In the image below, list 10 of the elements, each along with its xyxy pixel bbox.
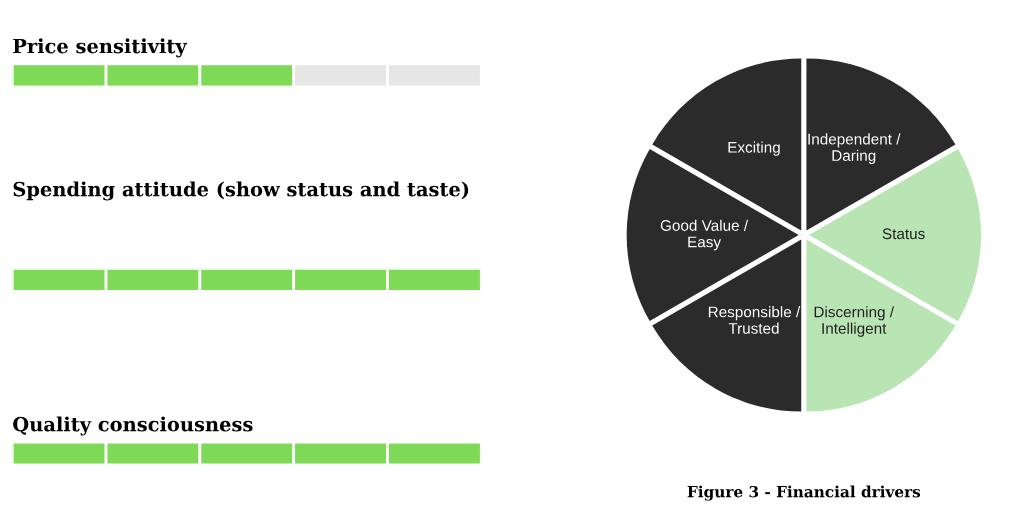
chart-title: Price sensitivity [13, 38, 188, 58]
slice-label: Exciting [728, 141, 780, 156]
slice-label: Independent / Daring [808, 133, 901, 164]
slice-label: Discerning / Intelligent [814, 306, 895, 337]
slice-label: Good Value / Easy [660, 219, 749, 251]
slice-label: Responsible / Trusted [708, 306, 801, 334]
chart-title: Quality consciousness [13, 416, 253, 436]
chart-title: Spending attitude (show status and taste) [13, 181, 469, 201]
caption: Figure 3 - Financial drivers [687, 485, 921, 501]
slice-label: Status [882, 228, 925, 240]
